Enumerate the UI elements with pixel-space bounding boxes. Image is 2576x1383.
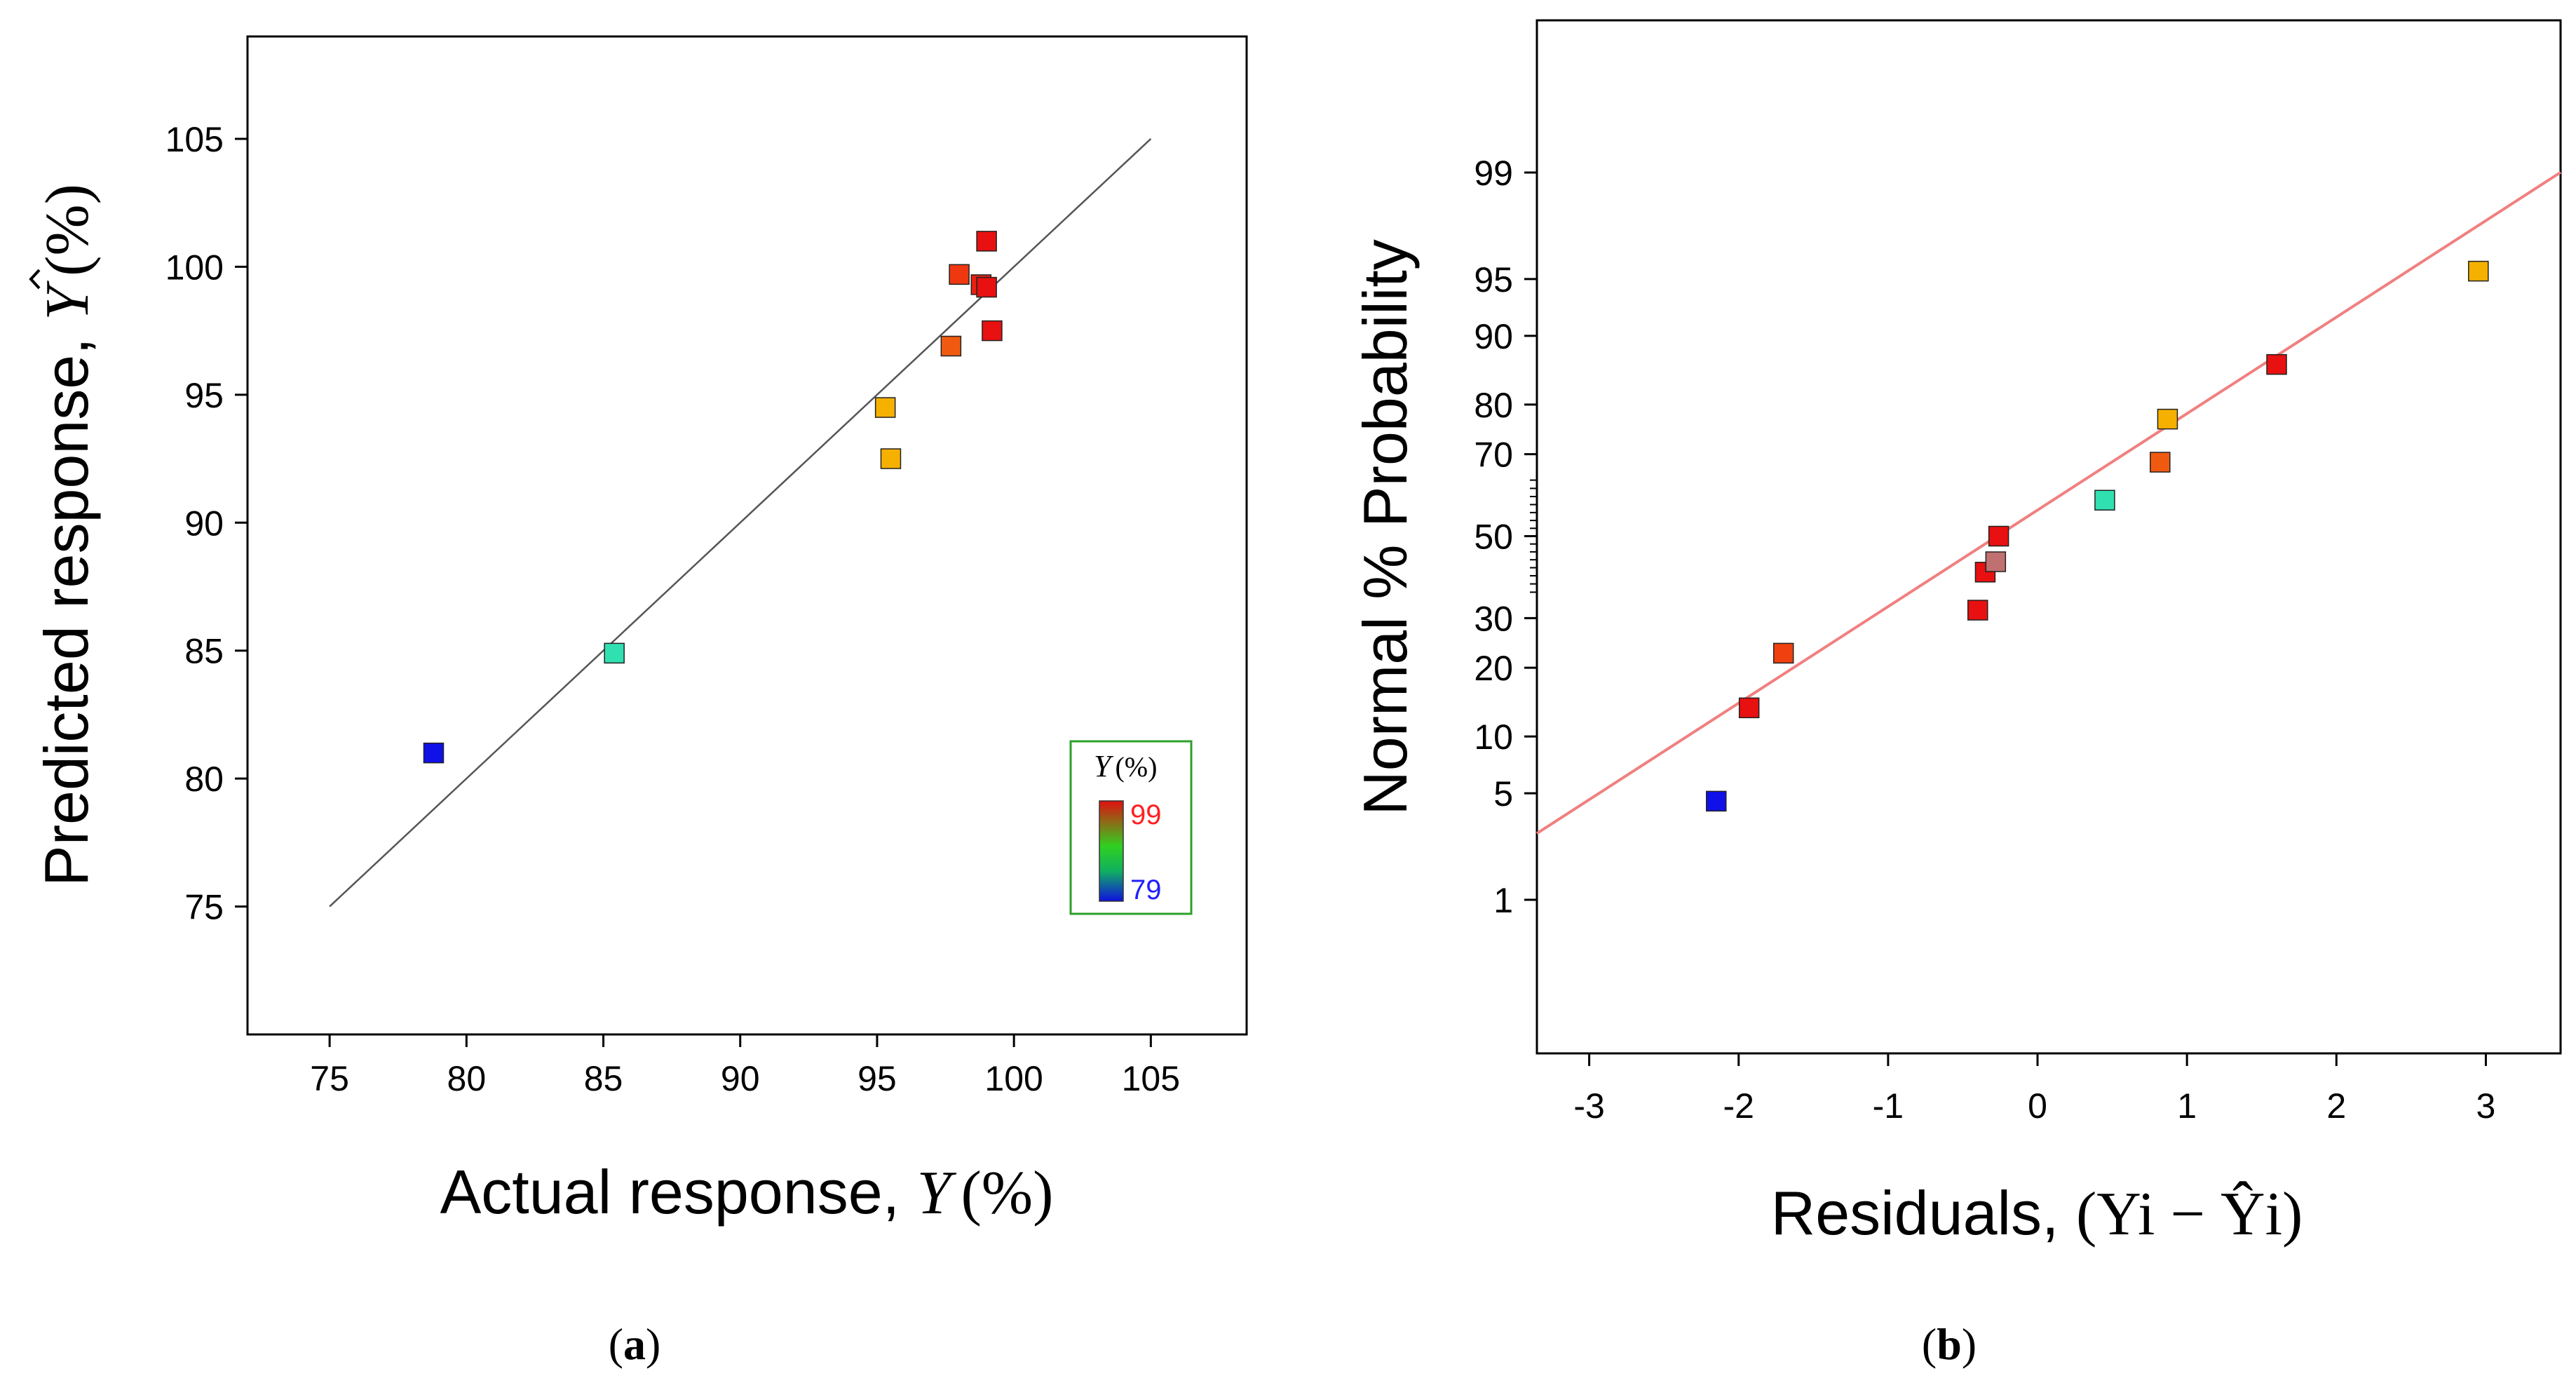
y-tick-label: 50 — [1474, 518, 1513, 557]
data-point — [880, 448, 902, 469]
y-tick-label: 99 — [1474, 154, 1513, 193]
x-tick-label: 105 — [1122, 1059, 1180, 1098]
x-tick-label: -3 — [1573, 1086, 1604, 1126]
y-axis-ticks: 75 80 85 90 95 100 105 — [165, 120, 248, 927]
plot-frame-b — [1536, 19, 2562, 1055]
x-tick-label: 95 — [857, 1059, 897, 1098]
data-point — [2266, 353, 2287, 375]
x-axis-ticks-b: -3 -2 -1 0 1 2 3 — [1573, 1053, 2495, 1126]
data-point — [874, 397, 896, 418]
y-tick-label: 80 — [1474, 386, 1513, 425]
data-point — [982, 320, 1003, 342]
data-point — [949, 264, 970, 285]
reference-line — [329, 138, 1152, 908]
x-tick-label: -1 — [1873, 1086, 1904, 1126]
x-tick-label: 85 — [584, 1059, 623, 1098]
y-tick-label: 10 — [1474, 717, 1513, 757]
panel-b: -3 -2 -1 0 1 2 3 1 5 10 20 30 50 70 80 90 95 99 Residual… — [1350, 19, 2562, 1369]
data-point — [2094, 490, 2115, 511]
x-tick-label: 2 — [2326, 1086, 2346, 1126]
caption-b: (b) — [1922, 1319, 1977, 1369]
x-tick-label: 100 — [984, 1059, 1043, 1098]
data-point — [2157, 408, 2178, 430]
caption-a: (a) — [609, 1319, 661, 1369]
data-points-b — [1706, 260, 2489, 812]
legend-max-label: 99 — [1130, 800, 1162, 830]
x-axis-label-b: Residuals, (Yi − Ŷi) — [1771, 1178, 2303, 1248]
data-point — [604, 642, 625, 664]
x-tick-label: 75 — [310, 1059, 349, 1098]
x-axis-label-a: Actual response, Y (%) — [440, 1157, 1054, 1227]
y-tick-label: 95 — [1474, 260, 1513, 299]
legend-box — [1069, 740, 1193, 915]
y-tick-label: 95 — [184, 376, 224, 415]
y-axis-label-b: Normal % Probability — [1350, 239, 1420, 816]
x-tick-label: 90 — [721, 1059, 760, 1098]
x-tick-label: 3 — [2476, 1086, 2496, 1126]
data-point — [940, 335, 962, 357]
y-axis-label-a: Predicted response, Y(%) — [32, 184, 102, 886]
y-tick-label: 30 — [1474, 599, 1513, 638]
data-point — [1967, 600, 1988, 621]
y-hat-mark-a — [29, 269, 41, 290]
fit-line-segment — [1536, 171, 2562, 835]
x-tick-label: -2 — [1723, 1086, 1754, 1126]
legend-min-label: 79 — [1130, 875, 1162, 905]
y-axis-ticks-b: 1 5 10 20 30 50 70 80 90 95 99 — [1474, 154, 1537, 920]
legend-color-bar — [1099, 800, 1124, 902]
x-tick-label: 80 — [447, 1059, 487, 1098]
data-point — [976, 276, 997, 298]
y-tick-label: 5 — [1493, 774, 1513, 814]
data-point — [423, 742, 445, 764]
fit-line — [1536, 171, 2562, 835]
y-tick-label: 1 — [1493, 881, 1513, 920]
data-point — [1985, 551, 2007, 572]
y-tick-label: 90 — [184, 504, 224, 543]
x-axis-ticks: 75 80 85 90 95 100 105 — [310, 1034, 1180, 1098]
color-legend: Y (%) 99 79 — [1069, 740, 1193, 915]
panel-a: 75 80 85 90 95 100 105 75 80 85 90 95 100 105 Y (%) 9… — [29, 35, 1248, 1369]
reference-line-segment — [329, 138, 1152, 908]
data-point — [1738, 697, 1760, 719]
x-tick-label: 0 — [2028, 1086, 2047, 1126]
data-point — [2150, 452, 2171, 473]
y-tick-label: 85 — [184, 632, 224, 671]
data-point — [1772, 642, 1794, 664]
data-point — [1706, 790, 1727, 812]
data-point — [1988, 525, 2009, 547]
data-points — [423, 231, 1003, 764]
y-tick-label: 20 — [1474, 649, 1513, 688]
legend-title: Y (%) — [1094, 749, 1157, 783]
y-tick-label: 105 — [165, 120, 224, 159]
data-point — [2468, 260, 2489, 282]
y-tick-label: 100 — [165, 248, 224, 287]
y-tick-label: 75 — [184, 888, 224, 927]
y-tick-label: 70 — [1474, 436, 1513, 475]
y-tick-label: 80 — [184, 760, 224, 799]
y-tick-label: 90 — [1474, 317, 1513, 356]
x-tick-label: 1 — [2177, 1086, 2197, 1126]
data-point — [976, 231, 997, 252]
